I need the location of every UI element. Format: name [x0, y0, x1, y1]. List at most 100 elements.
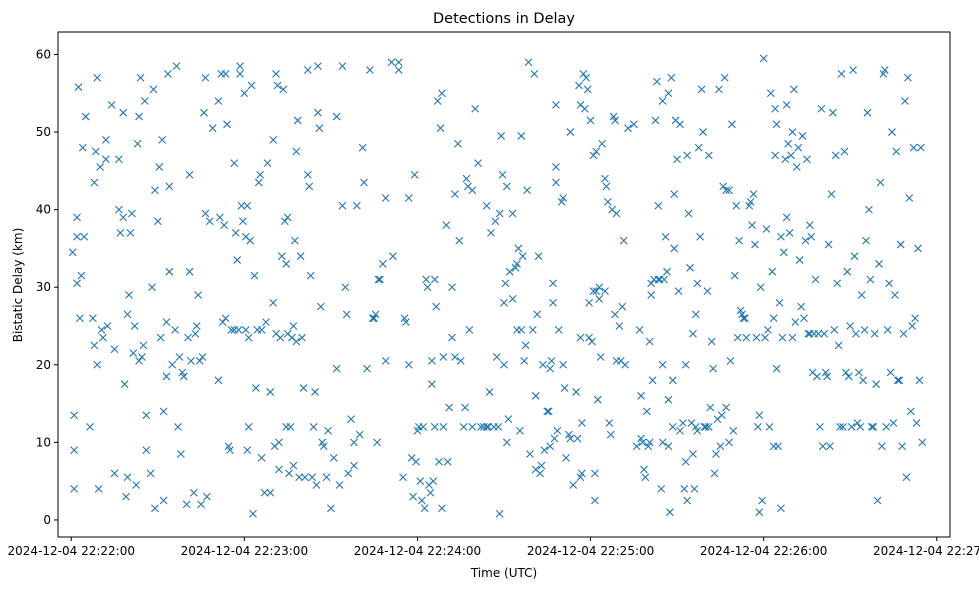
data-point — [882, 422, 891, 431]
data-point — [335, 481, 344, 489]
data-point — [772, 120, 781, 129]
data-point — [129, 349, 138, 358]
data-point — [68, 248, 77, 257]
data-point — [800, 314, 808, 323]
data-point — [233, 256, 242, 264]
data-point — [905, 194, 914, 202]
data-point — [269, 298, 278, 307]
data-point — [837, 70, 846, 78]
data-point — [96, 163, 105, 171]
data-point — [590, 496, 599, 505]
data-point — [286, 422, 295, 431]
data-point — [231, 229, 240, 237]
data-point — [696, 232, 705, 241]
data-point — [257, 453, 266, 462]
y-tick-label: 20 — [36, 358, 51, 372]
data-point — [482, 201, 491, 210]
data-point — [831, 151, 840, 160]
data-point — [116, 229, 125, 237]
data-point — [227, 325, 236, 334]
data-point — [155, 163, 164, 171]
data-point — [892, 147, 901, 156]
data-point — [778, 333, 787, 342]
data-point — [533, 310, 542, 319]
data-point — [824, 240, 833, 249]
data-point — [275, 438, 283, 447]
data-point — [585, 298, 593, 307]
data-point — [256, 170, 265, 179]
data-point — [918, 438, 927, 447]
data-point — [221, 70, 230, 78]
data-point — [651, 116, 660, 125]
data-point — [140, 97, 149, 105]
data-point — [187, 357, 195, 365]
data-point — [641, 473, 650, 482]
data-point — [572, 388, 581, 396]
data-point — [716, 442, 725, 451]
data-point — [491, 217, 500, 226]
data-point — [185, 267, 194, 276]
data-point — [236, 70, 244, 78]
data-point — [795, 256, 804, 264]
data-point — [794, 143, 803, 152]
data-point — [482, 422, 491, 431]
data-point — [777, 504, 785, 513]
data-point — [803, 155, 811, 164]
data-point — [138, 353, 146, 361]
data-point — [583, 85, 592, 94]
data-point — [906, 407, 915, 416]
data-point — [697, 85, 706, 94]
data-point — [728, 120, 736, 129]
data-point — [664, 395, 673, 404]
data-point — [521, 341, 530, 350]
chart-title: Detections in Delay — [433, 11, 575, 27]
data-point — [501, 279, 510, 288]
data-point — [813, 372, 821, 381]
data-point — [200, 108, 208, 117]
data-point — [638, 438, 647, 447]
data-point — [534, 252, 543, 261]
data-point — [319, 442, 328, 451]
data-point — [690, 485, 699, 493]
data-point — [77, 271, 86, 280]
data-point — [308, 473, 317, 482]
data-point — [445, 403, 454, 412]
data-point — [314, 62, 322, 71]
data-point — [309, 422, 318, 431]
data-point — [376, 275, 384, 284]
data-point — [706, 403, 715, 412]
data-point — [546, 442, 555, 451]
data-point — [911, 314, 919, 323]
data-point — [504, 415, 513, 423]
y-axis-label: Bistatic Delay (km) — [11, 228, 25, 343]
data-point — [586, 116, 595, 125]
data-point — [174, 422, 182, 431]
data-point — [870, 329, 879, 338]
data-point — [266, 488, 275, 497]
data-point — [566, 128, 575, 136]
y-tick-label: 30 — [36, 280, 51, 294]
data-point — [120, 380, 129, 389]
data-point — [142, 446, 151, 455]
data-point — [602, 182, 611, 191]
data-point — [860, 325, 869, 334]
data-point — [312, 481, 321, 489]
data-point — [640, 465, 648, 474]
data-point — [715, 85, 723, 94]
data-point — [740, 314, 749, 323]
x-axis-ticks: 2024-12-04 22:22:00 2024-12-04 22:23:00 20… — [8, 537, 979, 558]
data-point — [771, 104, 780, 113]
data-point — [782, 101, 791, 109]
data-point — [422, 275, 430, 284]
data-point — [484, 422, 493, 431]
data-point — [358, 143, 367, 152]
data-point — [485, 388, 494, 396]
data-point — [373, 438, 381, 447]
data-point — [363, 364, 371, 373]
x-tick-label: 2024-12-04 22:22:00 — [8, 544, 135, 558]
data-point — [132, 481, 141, 489]
data-point — [505, 267, 514, 276]
data-point — [680, 485, 689, 493]
data-point — [416, 477, 425, 486]
data-point — [107, 101, 116, 109]
